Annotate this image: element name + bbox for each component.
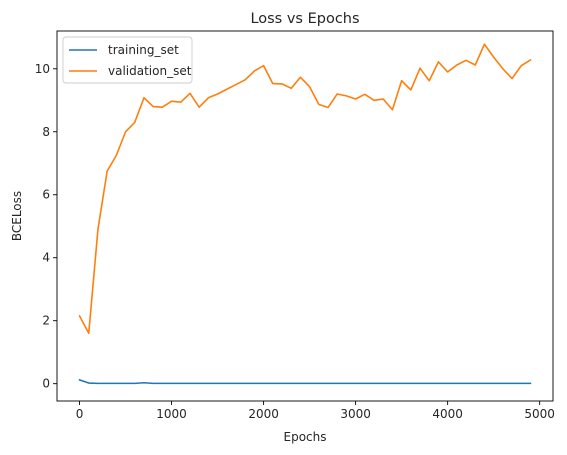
x-tick-label: 3000 — [340, 407, 371, 421]
legend-label-validation-set: validation_set — [108, 64, 192, 78]
x-axis-label: Epochs — [284, 430, 327, 444]
x-tick-label: 2000 — [248, 407, 279, 421]
x-tick-label: 1000 — [156, 407, 187, 421]
y-tick-label: 0 — [42, 377, 50, 391]
y-tick-label: 2 — [42, 314, 50, 328]
y-tick-label: 8 — [42, 125, 50, 139]
y-tick-label: 6 — [42, 188, 50, 202]
y-tick-label: 4 — [42, 251, 50, 265]
plot-area: 0 1000 2000 3000 4000 5000 0 2 4 6 8 10 — [35, 30, 555, 421]
chart-title: Loss vs Epochs — [250, 11, 359, 27]
x-tick-label: 4000 — [432, 407, 463, 421]
axes-frame — [56, 30, 554, 402]
series-line-validation-set — [78, 43, 532, 335]
legend: training_set validation_set — [62, 36, 193, 84]
series-line-training-set — [78, 378, 532, 385]
x-tick-label: 5000 — [524, 407, 555, 421]
legend-label-training-set: training_set — [108, 43, 179, 57]
y-tick-label: 10 — [35, 62, 50, 76]
x-tick-label: 0 — [76, 407, 84, 421]
y-axis-label: BCELoss — [10, 191, 24, 241]
